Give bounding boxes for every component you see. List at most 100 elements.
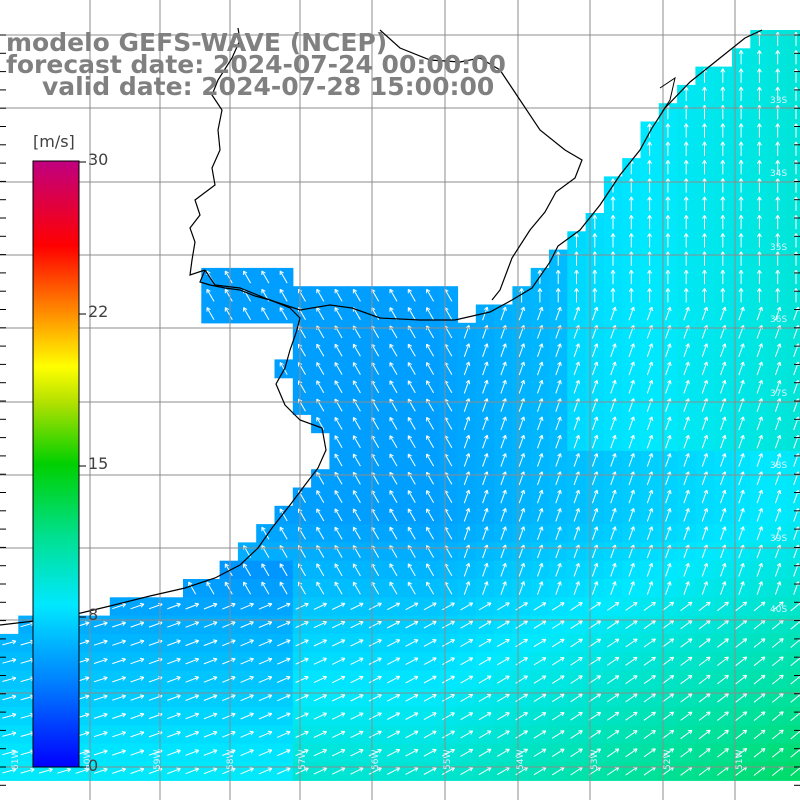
wind-arrow — [610, 361, 617, 376]
wind-arrow — [496, 639, 510, 648]
wind-arrow — [441, 730, 455, 739]
wind-arrow — [592, 288, 598, 303]
wind-arrow — [496, 675, 510, 684]
wind-arrow — [775, 141, 781, 156]
wind-arrow — [610, 288, 616, 303]
wind-cell — [786, 597, 800, 617]
wind-arrow — [574, 233, 579, 248]
wind-arrow — [774, 379, 782, 394]
wind-arrow — [222, 767, 236, 775]
wind-arrow — [496, 748, 510, 757]
wind-arrow — [518, 453, 526, 467]
forecast-date: forecast date: 2024-07-24 00:00:00 — [6, 50, 506, 79]
wind-arrow — [735, 711, 748, 721]
wind-arrow — [334, 416, 343, 430]
wind-arrow — [130, 602, 145, 610]
latitude-label: 36S — [770, 315, 787, 325]
wind-arrow — [482, 562, 489, 577]
wind-arrow — [628, 214, 634, 230]
wind-arrow — [243, 307, 252, 320]
wind-arrow — [405, 657, 419, 666]
wind-arrow — [405, 639, 419, 647]
wind-arrow — [426, 563, 435, 577]
wind-arrow — [478, 602, 492, 611]
wind-arrow — [482, 526, 489, 540]
wind-arrow — [313, 767, 328, 775]
wind-arrow — [224, 563, 233, 577]
wind-arrow — [716, 601, 729, 612]
wind-arrow — [646, 508, 654, 522]
wind-arrow — [500, 489, 507, 504]
wind-arrow — [592, 214, 598, 230]
wind-arrow — [203, 749, 218, 756]
wind-arrow — [295, 657, 309, 665]
wind-arrow — [720, 178, 726, 193]
wind-arrow — [628, 581, 635, 595]
wind-arrow — [610, 214, 616, 230]
wind-arrow — [665, 508, 672, 522]
latitude-label: 39S — [770, 534, 787, 544]
wind-arrow — [2, 694, 17, 701]
wind-arrow — [185, 749, 200, 756]
wind-arrow — [738, 416, 745, 431]
wind-arrow — [331, 712, 346, 720]
wind-arrow — [775, 123, 781, 138]
wind-arrow — [167, 657, 181, 665]
wind-arrow — [258, 749, 273, 757]
wind-arrow — [130, 712, 145, 720]
wind-arrow — [555, 526, 562, 540]
wind-arrow — [774, 416, 782, 431]
wind-arrow — [407, 343, 416, 357]
wind-arrow — [482, 489, 489, 504]
wind-arrow — [407, 563, 416, 577]
wind-arrow — [643, 711, 656, 721]
wind-arrow — [295, 675, 309, 683]
wind-arrow — [756, 416, 763, 431]
wind-arrow — [258, 657, 273, 665]
wind-arrow — [775, 269, 781, 285]
wind-arrow — [313, 639, 328, 647]
wind-arrow — [112, 676, 126, 683]
wind-arrow — [389, 508, 398, 522]
wind-arrow — [588, 602, 602, 611]
wind-arrow — [735, 601, 748, 612]
wind-cell — [786, 286, 800, 306]
wind-arrow — [683, 489, 690, 504]
wind-arrow — [628, 269, 634, 285]
wind-arrow — [646, 562, 654, 577]
wind-cell — [786, 48, 800, 68]
wind-arrow — [313, 712, 328, 720]
wind-arrow — [720, 214, 726, 230]
wind-arrow — [628, 489, 635, 504]
wind-arrow — [774, 453, 782, 467]
wind-arrow — [482, 453, 489, 467]
wind-arrow — [460, 675, 474, 684]
wind-arrow — [610, 416, 617, 431]
wind-arrow — [628, 288, 634, 303]
wind-arrow — [628, 233, 634, 248]
colorbar — [32, 160, 80, 768]
wind-arrow — [756, 581, 763, 595]
wind-arrow — [588, 748, 602, 758]
wind-arrow — [665, 196, 671, 211]
wind-arrow — [276, 602, 291, 610]
wind-arrow — [496, 730, 510, 739]
wind-arrow — [441, 767, 455, 775]
wind-arrow — [720, 379, 727, 394]
wind-arrow — [331, 657, 346, 665]
wind-arrow — [463, 489, 471, 504]
wind-arrow — [518, 379, 526, 394]
wind-arrow — [112, 749, 126, 756]
wind-arrow — [500, 434, 507, 449]
wind-arrow — [389, 362, 398, 375]
wind-arrow — [482, 343, 489, 357]
wind-arrow — [258, 639, 273, 647]
wind-cell — [786, 267, 800, 287]
wind-arrow — [334, 581, 343, 595]
wind-arrow — [738, 196, 744, 211]
wind-arrow — [702, 196, 707, 211]
wind-arrow — [683, 361, 690, 376]
wind-arrow — [625, 693, 638, 703]
wind-arrow — [591, 361, 599, 376]
wind-arrow — [112, 712, 126, 719]
